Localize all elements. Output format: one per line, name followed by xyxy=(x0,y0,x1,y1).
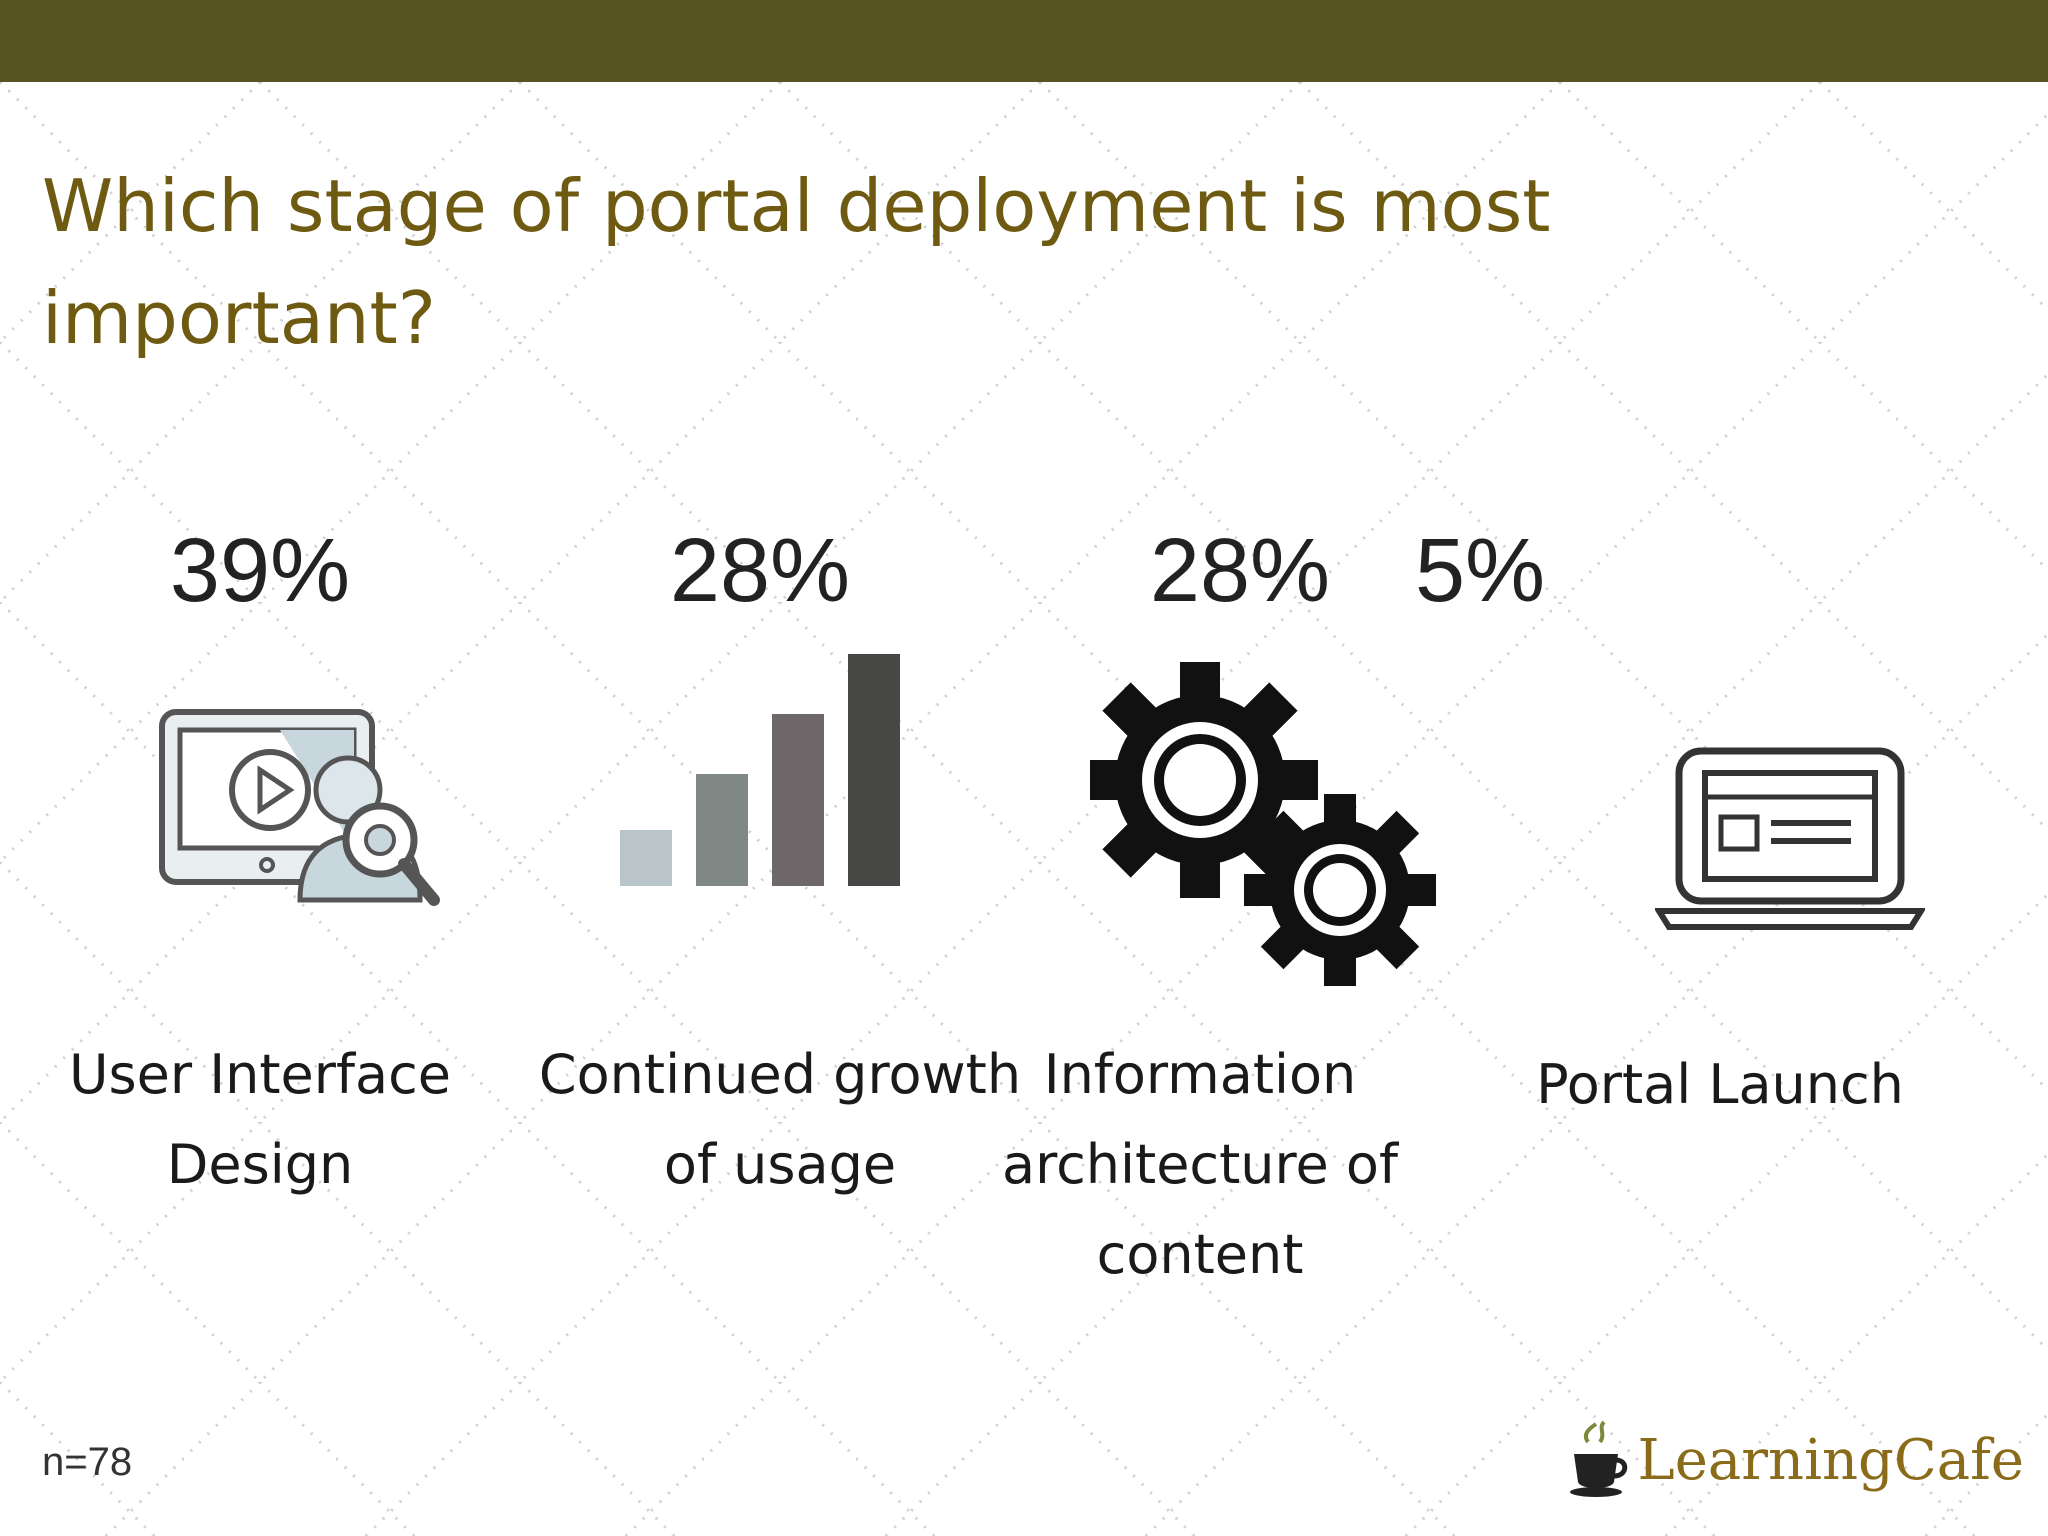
stage-percent: 28% xyxy=(669,521,851,621)
stage-label: Information architecture of content xyxy=(1002,1043,1398,1286)
top-bar xyxy=(0,0,2048,82)
stage-portal-launch: 5% Portal Launch xyxy=(1415,0,2040,1400)
bar-chart-icon xyxy=(620,654,900,886)
page-title: Which stage of portal deployment is most… xyxy=(42,164,1551,360)
gears-icon xyxy=(1090,662,1436,986)
stage-continued-growth: 28% Continued growth of usage xyxy=(539,0,1060,1400)
stage-information-architecture: 28% xyxy=(1002,0,1600,1400)
coffee-cup-icon xyxy=(1569,1420,1627,1497)
sample-size-note: n=78 xyxy=(42,1440,133,1484)
stage-percent: 28% xyxy=(1149,521,1331,621)
stage-label: User Interface Design xyxy=(68,1043,451,1196)
laptop-icon xyxy=(1655,747,1925,930)
stage-percent: 5% xyxy=(1414,521,1546,621)
stage-percent: 39% xyxy=(169,521,351,621)
monitor-search-icon xyxy=(159,709,440,906)
stage-label: Continued growth of usage xyxy=(538,1043,1022,1196)
stage-user-interface-design: 39% User Interface Design xyxy=(0,0,520,1400)
stage-label: Portal Launch xyxy=(1536,1053,1904,1116)
learningcafe-logo: LearningCafe xyxy=(1568,1420,2024,1500)
logo-text: LearningCafe xyxy=(1637,1427,2024,1493)
